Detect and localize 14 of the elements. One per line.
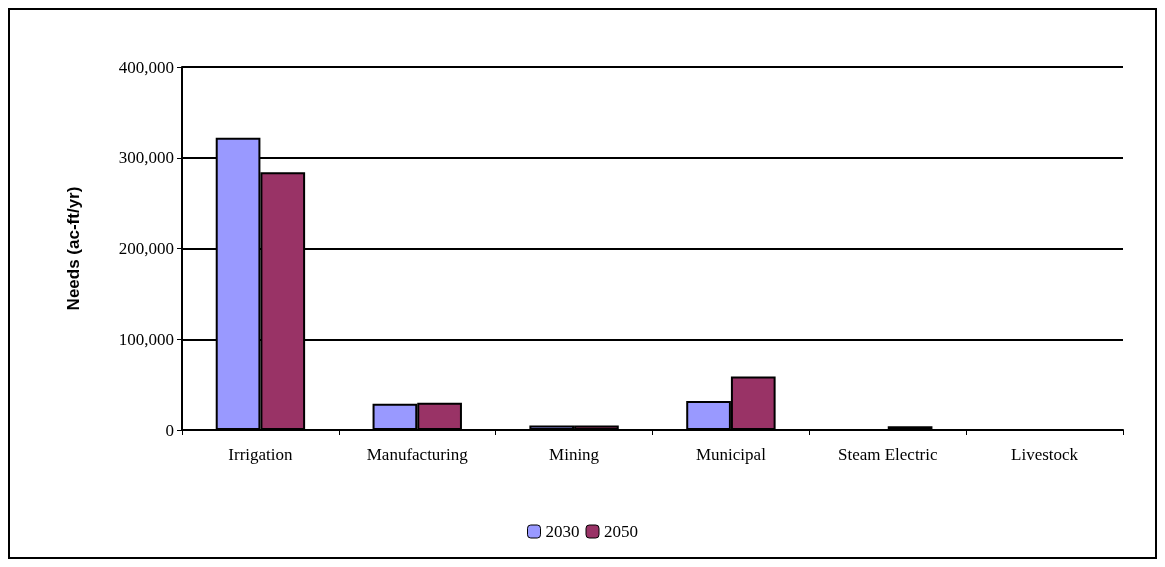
y-tick-label: 0 [165,420,174,440]
x-tick-label: Mining [549,445,600,464]
x-tick-label: Steam Electric [837,445,938,464]
x-tick-label: Manufacturing [366,445,469,464]
legend-label: 2030 [545,522,580,541]
y-tick-label: 400,000 [118,57,174,77]
y-axis-title: Needs (ac-ft/yr) [64,186,83,311]
x-tick-label: Livestock [1011,445,1079,464]
legend-label: 2050 [604,522,638,541]
x-tick-label: Municipal [695,445,767,464]
y-tick-label: 100,000 [118,329,174,349]
y-tick-label: 200,000 [118,239,174,258]
x-tick-label: Irrigation [228,445,294,464]
y-tick-label: 300,000 [118,148,174,168]
